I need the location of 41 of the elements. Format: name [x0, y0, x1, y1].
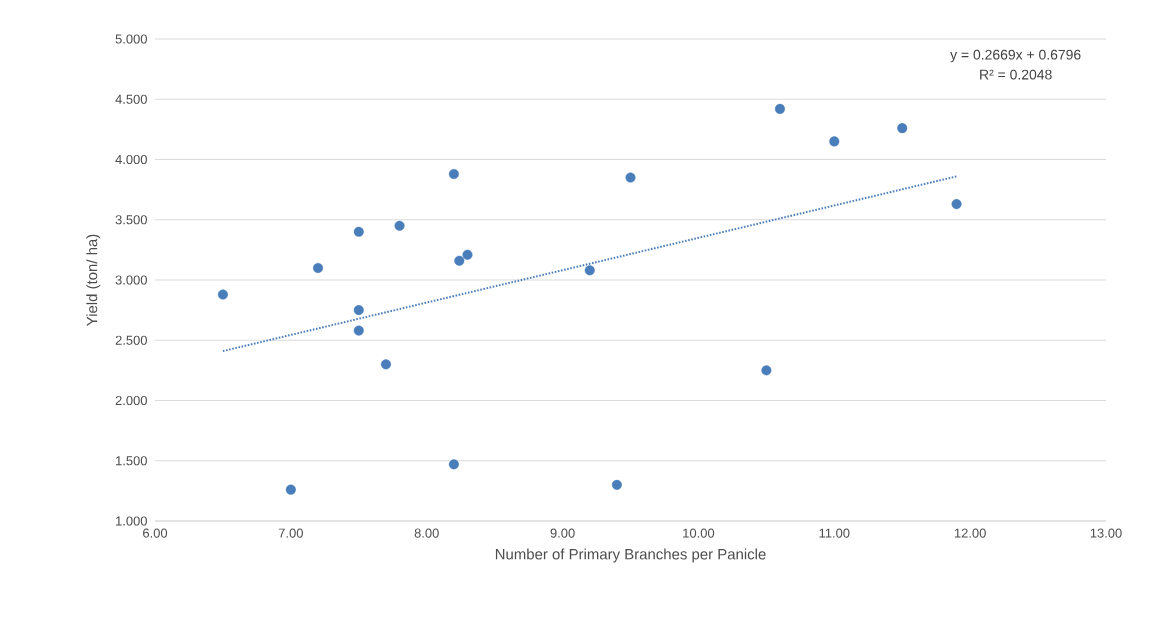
x-tick-label: 7.00 [278, 528, 303, 538]
x-tick-label: 13.00 [1090, 528, 1122, 538]
point [761, 365, 772, 376]
point [829, 136, 840, 147]
x-tick-label: 10.00 [683, 528, 715, 538]
point [625, 172, 636, 183]
point [448, 168, 459, 179]
point [454, 255, 465, 266]
point [584, 265, 595, 276]
point [774, 103, 785, 114]
point [611, 479, 622, 490]
x-tick-label: 11.00 [819, 528, 850, 538]
x-tick-label: 12.00 [954, 528, 986, 538]
point [313, 262, 324, 273]
point [285, 484, 296, 495]
y-tick-label: 4.000 [115, 154, 147, 165]
y-tick-label: 3.500 [115, 215, 147, 225]
point [951, 199, 962, 210]
annotation: y = 0.2669x + 0.6796 [950, 49, 1081, 63]
point [353, 226, 364, 237]
y-tick-label: 4.500 [115, 94, 147, 104]
y-tick-label: 3.000 [115, 275, 147, 285]
y-tick-label: 5.000 [115, 34, 147, 44]
point [897, 123, 908, 134]
point [353, 305, 364, 316]
point [380, 359, 391, 370]
point [217, 289, 228, 300]
y-tick-label: 1.000 [116, 516, 147, 526]
y-tick-label: 2.000 [115, 395, 147, 406]
y-tick-label: 1.500 [116, 456, 147, 466]
point [462, 249, 473, 260]
annotation: R² = 0.2048 [980, 69, 1052, 80]
x-tick-label: 9.00 [550, 528, 575, 538]
x-tick-label: 8.00 [414, 528, 439, 538]
y-tick-label: 2.500 [115, 335, 147, 345]
point [353, 325, 364, 336]
x-tick-label: 6.00 [143, 528, 168, 538]
y-axis-title: Yield (ton/ ha) [86, 234, 101, 326]
x-axis-title: Number of Primary Branches per Panicle [495, 548, 766, 563]
point [448, 459, 459, 470]
point [394, 220, 405, 231]
